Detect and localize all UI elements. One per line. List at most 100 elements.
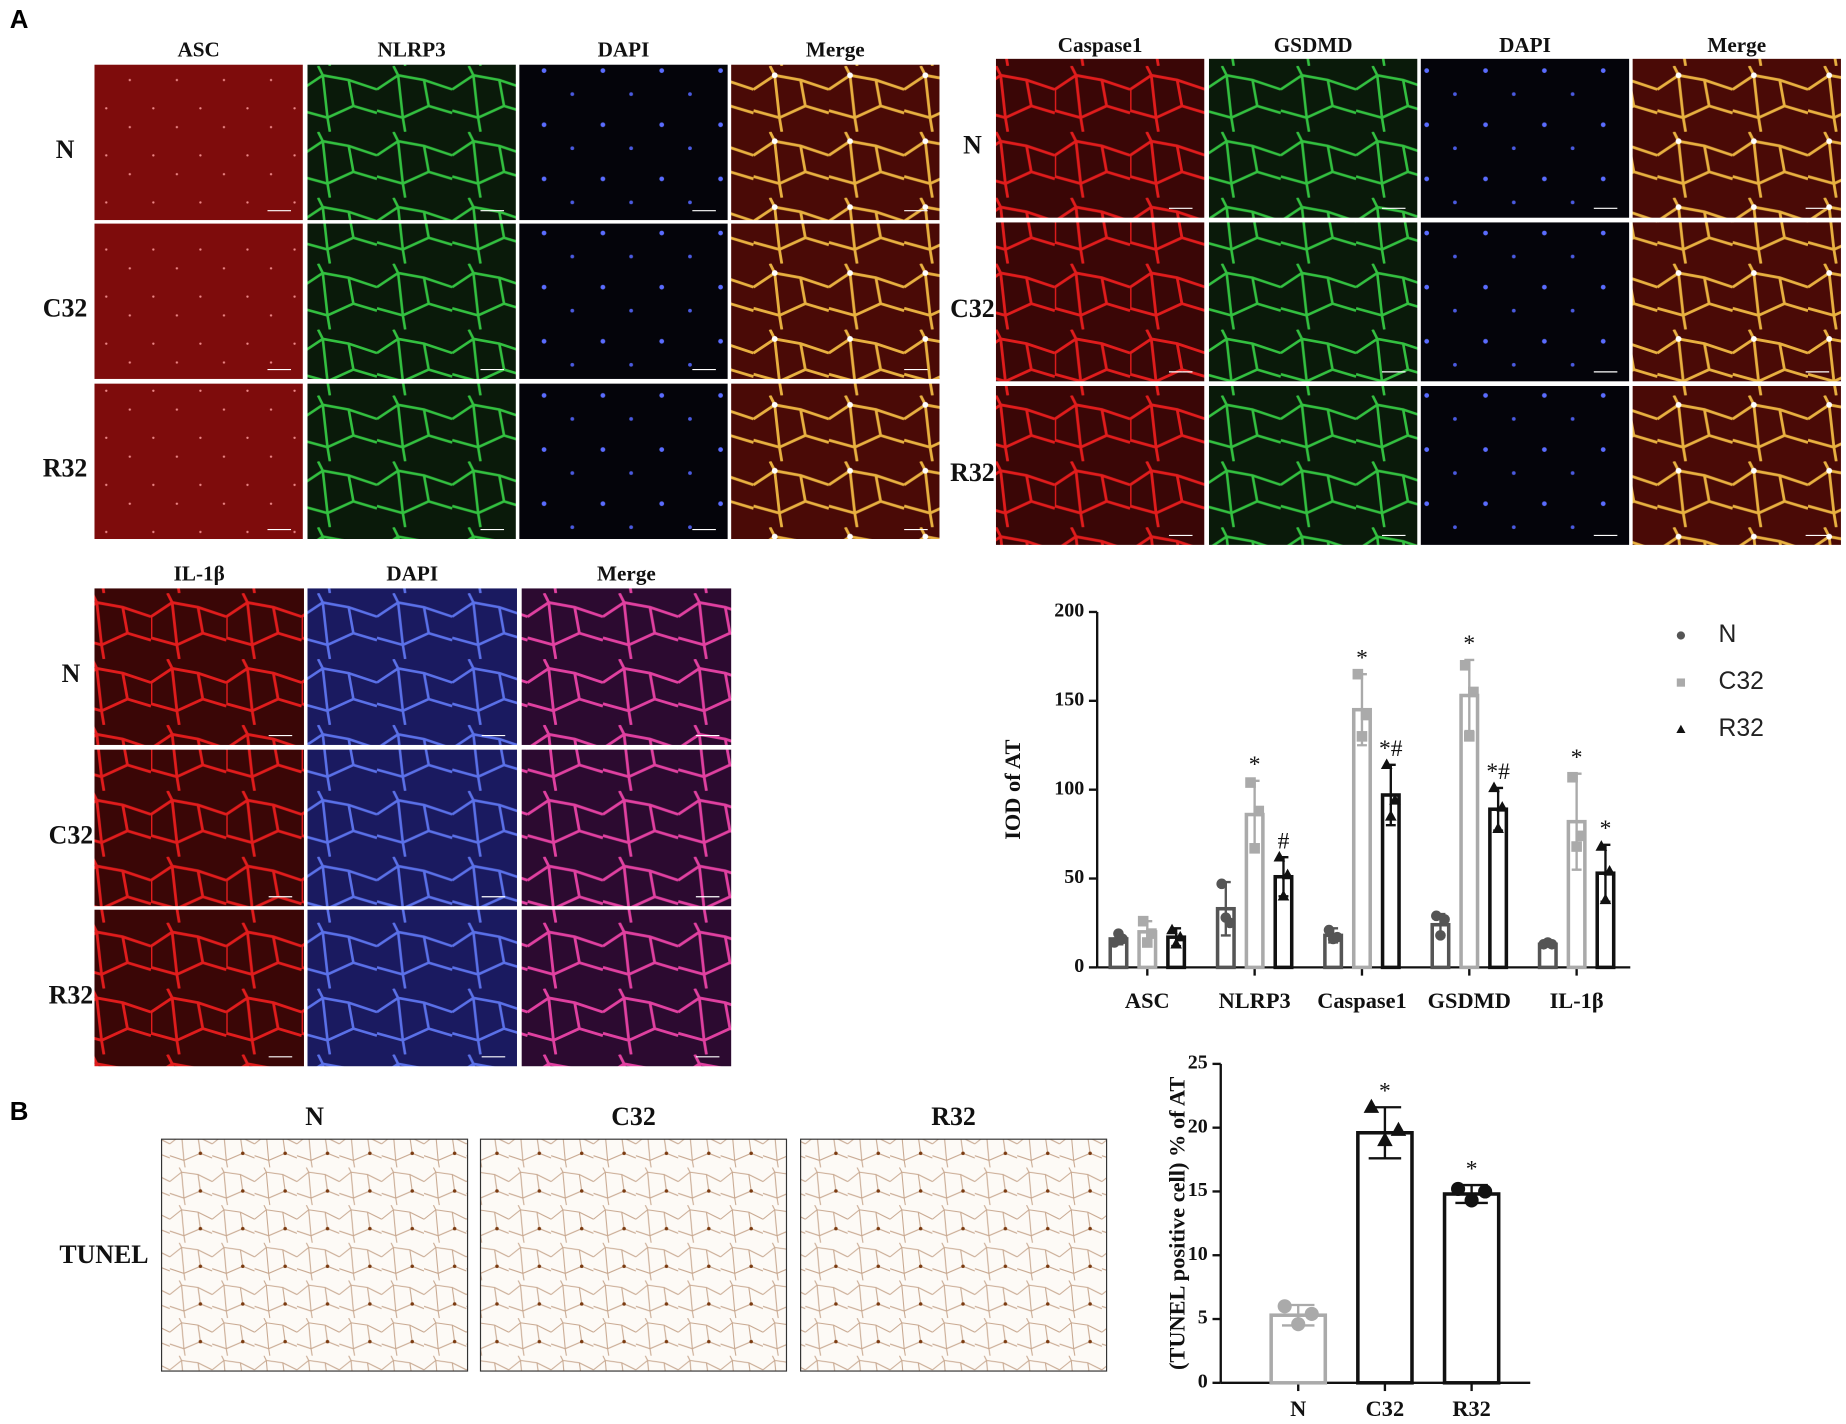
column-label: Merge	[806, 38, 865, 62]
micrograph	[521, 749, 732, 907]
y-tick-label: 0	[1198, 1370, 1208, 1392]
annotation: *	[1463, 631, 1475, 657]
micrograph	[521, 588, 732, 745]
data-point	[1224, 917, 1236, 929]
legend-label: N	[1719, 621, 1737, 648]
y-axis-label: (TUNEL positive cell) % of AT	[1165, 1077, 1190, 1370]
data-point	[1595, 840, 1608, 851]
micrograph	[307, 588, 517, 745]
micrograph	[1208, 222, 1418, 382]
y-tick-label: 50	[1064, 866, 1084, 888]
data-point	[1249, 843, 1260, 854]
data-point	[1546, 938, 1558, 950]
micrograph	[521, 909, 732, 1067]
micrograph	[995, 222, 1205, 382]
data-point	[1216, 878, 1227, 890]
row-label: C32	[49, 820, 94, 849]
column-label: N	[305, 1102, 324, 1131]
x-tick-label: GSDMD	[1428, 988, 1511, 1013]
data-point	[1384, 809, 1397, 821]
annotation: *	[1571, 745, 1583, 771]
legend-marker	[1676, 724, 1686, 733]
data-point	[1253, 805, 1265, 817]
column-label: Merge	[1707, 33, 1766, 57]
column-label: Caspase1	[1058, 33, 1143, 57]
y-tick-label: 25	[1188, 1051, 1208, 1073]
annotation: *	[1466, 1156, 1478, 1182]
y-tick-label: 150	[1054, 688, 1084, 710]
data-point	[1146, 928, 1157, 939]
data-point	[1363, 1098, 1380, 1113]
micrograph	[1208, 386, 1418, 545]
micrograph	[519, 383, 728, 540]
data-point	[1599, 893, 1612, 905]
column-label: ASC	[177, 38, 219, 62]
data-point	[1174, 930, 1187, 942]
data-point	[1389, 793, 1401, 805]
data-point	[1331, 931, 1343, 943]
x-tick-label: R32	[1452, 1396, 1491, 1421]
y-axis-label: IOD of AT	[1000, 739, 1025, 839]
column-label: R32	[931, 1102, 976, 1131]
data-point	[1603, 865, 1616, 876]
row-label: N	[56, 135, 75, 164]
data-point	[1567, 771, 1578, 783]
legend-marker	[1676, 678, 1686, 687]
micrograph	[1632, 386, 1841, 545]
micrograph	[94, 588, 304, 745]
micrograph	[1632, 222, 1841, 382]
data-point	[1356, 731, 1368, 742]
micrograph	[1420, 58, 1630, 218]
data-point	[1360, 709, 1372, 721]
data-point	[1431, 910, 1442, 922]
column-label: C32	[611, 1102, 656, 1131]
y-tick-label: 20	[1188, 1115, 1208, 1137]
column-label: Merge	[597, 561, 656, 585]
legend-label: C32	[1719, 668, 1764, 695]
data-point	[1575, 830, 1587, 842]
annotation: *	[1356, 645, 1368, 671]
bar	[1351, 707, 1372, 970]
x-tick-label: IL-1β	[1550, 988, 1604, 1013]
data-point	[1281, 868, 1294, 880]
data-point	[1304, 1306, 1319, 1321]
micrograph	[94, 909, 304, 1067]
row-label: R32	[49, 980, 94, 1009]
annotation: *#	[1486, 759, 1510, 785]
data-point	[1245, 777, 1256, 788]
y-tick-label: 200	[1054, 600, 1084, 622]
legend-marker	[1676, 631, 1686, 640]
data-point	[1137, 915, 1149, 927]
data-point	[1170, 937, 1182, 949]
micrograph	[479, 1138, 788, 1372]
data-point	[1459, 659, 1471, 671]
row-label: N	[62, 659, 81, 688]
annotation: #	[1278, 828, 1290, 854]
micrograph	[307, 749, 517, 907]
micrograph	[307, 383, 516, 540]
row-label: TUNEL	[59, 1240, 148, 1269]
y-tick-label: 0	[1074, 955, 1084, 977]
micrograph	[94, 749, 304, 907]
y-tick-label: 10	[1188, 1243, 1208, 1265]
x-tick-label: N	[1290, 1396, 1306, 1421]
data-point	[1478, 1184, 1493, 1199]
data-point	[1380, 758, 1393, 770]
micrograph	[731, 223, 940, 379]
row-label: R32	[950, 458, 995, 487]
micrograph	[160, 1138, 469, 1372]
column-label: NLRP3	[378, 38, 446, 62]
micrograph	[94, 223, 303, 379]
micrograph	[1632, 58, 1841, 218]
column-label: DAPI	[1499, 33, 1551, 57]
micrograph	[94, 383, 303, 540]
annotation: *	[1600, 816, 1612, 842]
micrograph	[731, 383, 940, 540]
column-label: DAPI	[386, 561, 438, 585]
x-tick-label: NLRP3	[1219, 988, 1291, 1013]
x-tick-label: C32	[1366, 1396, 1405, 1421]
y-tick-label: 15	[1188, 1179, 1208, 1201]
x-tick-label: ASC	[1125, 988, 1170, 1013]
data-point	[1571, 841, 1582, 852]
micrograph	[307, 64, 516, 221]
